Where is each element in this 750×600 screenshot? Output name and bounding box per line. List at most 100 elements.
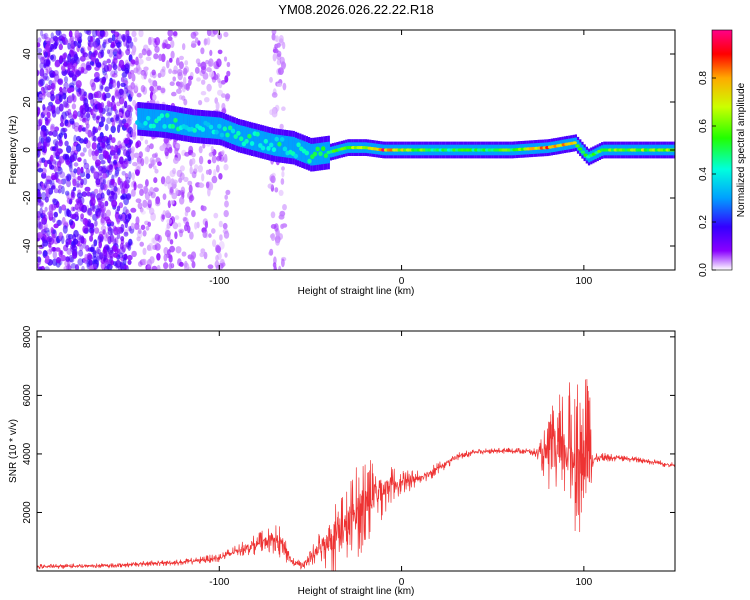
spectrogram-blob bbox=[209, 70, 215, 78]
y-tick-label: 8000 bbox=[22, 325, 33, 348]
spectrogram-blob bbox=[67, 53, 72, 62]
spectrogram-blob bbox=[190, 31, 197, 39]
spectrogram-blob bbox=[124, 161, 129, 168]
spectrogram-blob bbox=[80, 166, 84, 174]
spectrogram-blob bbox=[120, 195, 125, 200]
spectrogram-blob bbox=[106, 143, 111, 150]
spectrogram-blob bbox=[51, 80, 57, 86]
spectrogram-blob bbox=[97, 211, 104, 218]
spectrogram-blob bbox=[135, 216, 140, 225]
spectrogram-blob bbox=[133, 36, 138, 43]
spectrogram-blob bbox=[127, 243, 132, 251]
spectrogram-blob bbox=[54, 126, 60, 132]
spectrogram-blob bbox=[110, 178, 115, 186]
spectrogram-blob bbox=[70, 263, 77, 269]
spectrogram-blob bbox=[167, 30, 174, 37]
spectrogram-blob bbox=[73, 134, 77, 144]
spectrogram-blob bbox=[130, 151, 135, 160]
spectrogram-blob bbox=[112, 57, 118, 65]
spectrogram-blob bbox=[48, 101, 54, 107]
snr-line bbox=[37, 379, 675, 571]
spectrogram-blob bbox=[188, 184, 193, 193]
spectrogram-blob bbox=[37, 168, 44, 173]
spectrogram-blob bbox=[49, 54, 55, 61]
spectrogram-blob bbox=[168, 68, 173, 74]
spectrogram-blob bbox=[125, 214, 131, 223]
spectrogram-blob bbox=[149, 256, 155, 264]
spectrogram-blob bbox=[145, 225, 150, 231]
spectrogram-blob bbox=[267, 183, 274, 189]
spectrogram-blob bbox=[125, 110, 130, 118]
ridge-mid bbox=[181, 113, 184, 135]
ridge-mid bbox=[288, 136, 291, 158]
spectrogram-blob bbox=[171, 69, 178, 75]
y-tick-label: 0 bbox=[22, 147, 33, 153]
spectrogram-blob bbox=[268, 251, 274, 256]
spectrogram-blob bbox=[142, 230, 147, 237]
spectrogram-blob bbox=[42, 239, 49, 247]
spectrogram-blob bbox=[60, 37, 66, 42]
spectrogram-blob bbox=[44, 37, 51, 44]
ridge-mid bbox=[176, 112, 179, 135]
spectrogram-blob bbox=[191, 158, 196, 165]
spectrogram-blob bbox=[102, 173, 108, 179]
spectrogram-blob bbox=[133, 152, 140, 158]
spectrogram-blob bbox=[46, 50, 51, 58]
spectrogram-blob bbox=[157, 234, 162, 243]
spectrogram-blob bbox=[57, 134, 62, 141]
spectrogram-blob bbox=[89, 60, 95, 66]
snr-x-axis-label: Height of straight line (km) bbox=[298, 586, 415, 597]
spectrogram-blob bbox=[164, 210, 171, 219]
spectrogram-blob bbox=[79, 112, 83, 122]
spectrogram-blob bbox=[210, 145, 214, 153]
spectrogram-blob bbox=[82, 217, 88, 226]
spectrogram-blob bbox=[135, 169, 140, 175]
spectrogram-blob bbox=[68, 219, 74, 226]
spectrogram-blob bbox=[85, 140, 91, 149]
ridge-mid bbox=[159, 109, 162, 132]
spectrogram-blob bbox=[189, 71, 194, 79]
spectrogram-blob bbox=[84, 53, 91, 61]
spectrogram-blob bbox=[106, 179, 112, 189]
spectrogram-blob bbox=[206, 67, 212, 73]
spectrogram-blob bbox=[110, 260, 115, 266]
spectrogram-blob bbox=[62, 127, 68, 133]
spectrogram-blob bbox=[117, 47, 122, 55]
spectrogram-blob bbox=[110, 236, 117, 245]
spectrogram-blob bbox=[200, 91, 207, 96]
spectrogram-blob bbox=[162, 42, 167, 49]
spectrogram-blob bbox=[37, 191, 42, 199]
spectrogram-blob bbox=[114, 173, 118, 178]
spectrogram-blob bbox=[46, 65, 51, 74]
spectrogram-blob bbox=[122, 257, 127, 266]
ridge-core bbox=[244, 138, 249, 144]
spectrogram-blob bbox=[183, 217, 189, 225]
spectrogram-blob bbox=[53, 223, 59, 229]
spectrogram-blob bbox=[40, 55, 45, 63]
spectrogram-blob bbox=[89, 98, 94, 105]
spectrogram-blob bbox=[270, 211, 276, 219]
spectrogram-blob bbox=[81, 204, 88, 213]
spectrogram-blob bbox=[124, 67, 130, 74]
spectrogram-blob bbox=[61, 235, 65, 245]
spectrogram-blob bbox=[73, 168, 78, 174]
spectrogram-blob bbox=[168, 262, 173, 270]
ridge-mid bbox=[296, 138, 300, 161]
spectrogram-blob bbox=[92, 41, 99, 49]
spectrogram-blob bbox=[121, 71, 128, 78]
spectrogram-blob bbox=[94, 149, 100, 157]
ridge-core bbox=[249, 141, 255, 146]
spectrogram-blob bbox=[274, 104, 280, 112]
spectrogram-blob bbox=[73, 40, 78, 47]
spectrogram-blob bbox=[218, 173, 223, 180]
spectrogram-blob bbox=[269, 233, 275, 239]
ridge-mid bbox=[286, 136, 289, 158]
spectrogram-blob bbox=[59, 122, 65, 127]
spectrogram-blob bbox=[144, 146, 150, 153]
spectrogram-blob bbox=[46, 159, 52, 165]
spectrogram-blob bbox=[37, 160, 42, 167]
spectrogram-blob bbox=[109, 249, 114, 259]
spectrogram-blob bbox=[153, 85, 157, 94]
spectrogram-blob bbox=[67, 112, 73, 119]
ridge-core bbox=[318, 151, 323, 157]
